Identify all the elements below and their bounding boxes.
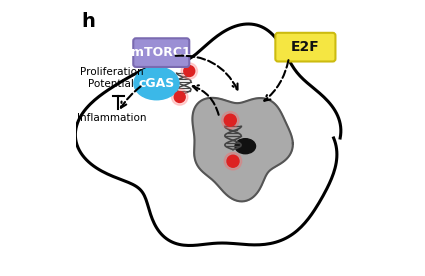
- Text: h: h: [81, 12, 95, 31]
- Circle shape: [172, 89, 188, 105]
- Polygon shape: [75, 24, 341, 245]
- Text: Proliferation
Potential: Proliferation Potential: [79, 67, 143, 89]
- Text: E2F: E2F: [291, 40, 320, 54]
- FancyBboxPatch shape: [133, 38, 189, 67]
- Polygon shape: [193, 98, 293, 201]
- Text: mTORC1: mTORC1: [131, 46, 191, 59]
- Circle shape: [227, 155, 239, 167]
- Circle shape: [221, 112, 239, 129]
- FancyBboxPatch shape: [275, 33, 335, 62]
- Text: Inflammation: Inflammation: [76, 113, 146, 123]
- Circle shape: [224, 114, 236, 126]
- Circle shape: [224, 152, 242, 170]
- Ellipse shape: [134, 67, 179, 100]
- Circle shape: [174, 92, 185, 102]
- Circle shape: [181, 63, 198, 79]
- Circle shape: [184, 66, 195, 76]
- Text: cGAS: cGAS: [139, 77, 175, 90]
- Ellipse shape: [235, 139, 255, 154]
